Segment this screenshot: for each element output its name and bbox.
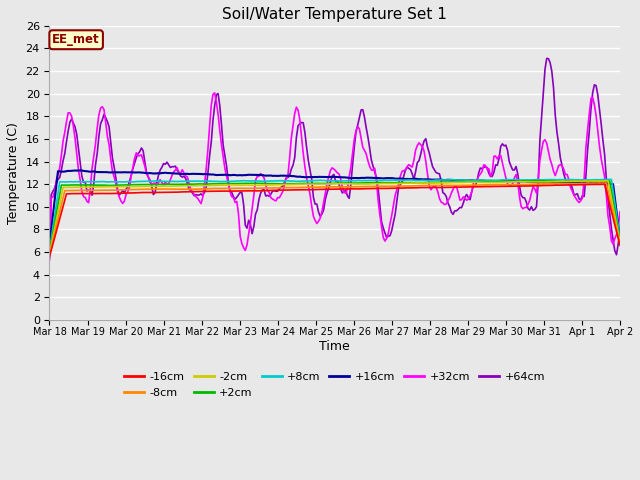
X-axis label: Time: Time — [319, 340, 350, 353]
Y-axis label: Temperature (C): Temperature (C) — [7, 122, 20, 224]
Title: Soil/Water Temperature Set 1: Soil/Water Temperature Set 1 — [222, 7, 447, 22]
Legend: -16cm, -8cm, -2cm, +2cm, +8cm, +16cm, +32cm, +64cm: -16cm, -8cm, -2cm, +2cm, +8cm, +16cm, +3… — [120, 368, 550, 402]
Text: EE_met: EE_met — [52, 33, 100, 46]
